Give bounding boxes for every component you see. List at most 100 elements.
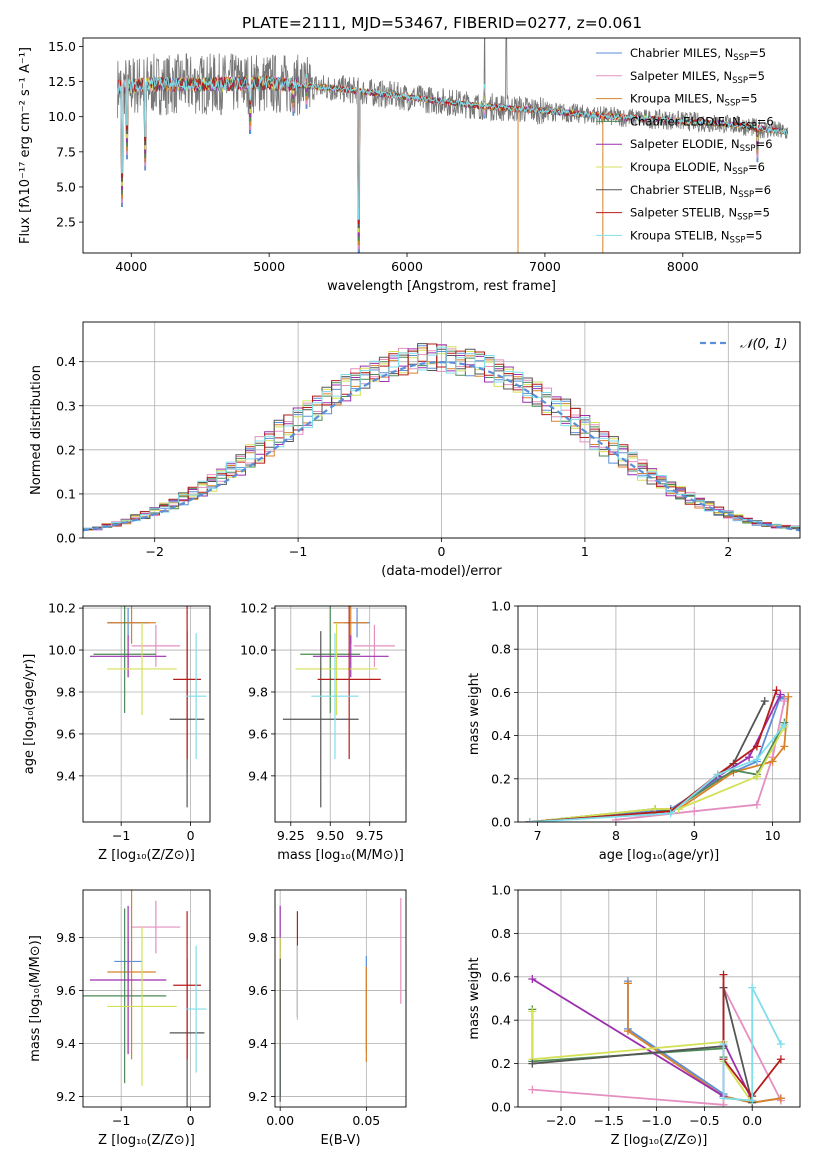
p3-plot-area — [282, 606, 395, 808]
y-tick-label: 9.6 — [56, 983, 76, 998]
x-tick-label: −1 — [112, 1113, 130, 1128]
mass-weight-marker — [768, 757, 777, 766]
legend-entry-label: Chabrier ELODIE, NSSP=6 — [630, 114, 774, 131]
y-tick-label: 9.8 — [56, 684, 76, 699]
y-tick-label: 10.0 — [48, 643, 76, 658]
mass-weight-marker — [623, 1027, 632, 1036]
x-tick-label: 0.00 — [266, 1113, 294, 1128]
x-tick-label: 0.05 — [352, 1113, 380, 1128]
mass-weight-marker — [748, 1096, 757, 1105]
p4-plot-area — [525, 686, 793, 822]
x-axis-label: Z [log₁₀(Z/Z⊙)] — [98, 1133, 195, 1148]
mass-weight-marker — [745, 753, 754, 762]
y-tick-label: 12.5 — [48, 74, 76, 89]
y-tick-label: 9.4 — [56, 768, 76, 783]
x-tick-label: −0.5 — [689, 1113, 719, 1128]
p2-plot-area — [89, 606, 207, 808]
x-tick-label: −1 — [112, 828, 130, 843]
y-tick-label: 0.6 — [491, 685, 511, 700]
y-tick-label: 0.8 — [491, 926, 511, 941]
residual-histogram-step — [83, 343, 800, 530]
x-tick-label: 4000 — [115, 259, 147, 274]
mass-vs-metallicity-panel: −1 0 9.2 9.4 9.6 9.8 Z [log₁₀(Z/Z⊙)] mass [log₁… — [28, 889, 211, 1148]
p1-plot-area — [83, 343, 800, 532]
x-tick-label: 6000 — [391, 259, 423, 274]
y-tick-label: 0.2 — [491, 771, 511, 786]
y-tick-label: 10.2 — [48, 601, 76, 616]
x-axis-label: Z [log₁₀(Z/Z⊙)] — [98, 848, 195, 863]
mass-weight-marker — [752, 772, 761, 781]
y-tick-label: 0.0 — [491, 1100, 511, 1115]
y-tick-label: 9.2 — [56, 1089, 76, 1104]
x-axis-label: (data-model)/error — [381, 564, 502, 579]
y-tick-label: 9.4 — [248, 768, 268, 783]
spectrum-title: PLATE=2111, MJD=53467, FIBERID=0277, z=0… — [242, 14, 642, 32]
legend-entry-label: Chabrier STELIB, NSSP=6 — [630, 183, 771, 200]
mass-weight-marker — [780, 720, 789, 729]
x-axis-label: E(B-V) — [320, 1133, 360, 1148]
mass-weight-marker — [776, 690, 785, 699]
x-axis-label: age [log₁₀(age/yr)] — [599, 848, 720, 863]
y-tick-label: 9.4 — [248, 1036, 268, 1051]
axes-frame — [82, 321, 801, 539]
mass-weight-marker — [525, 818, 534, 822]
mass-weight-marker — [666, 809, 675, 818]
y-tick-label: 9.6 — [248, 983, 268, 998]
mass-weight-marker — [760, 697, 769, 706]
x-tick-label: −2.0 — [546, 1113, 576, 1128]
x-tick-label: −1 — [289, 544, 307, 559]
age-vs-mass-panel: 9.25 9.50 9.75 9.4 9.6 9.8 10.0 10.2 mass [log₁₀… — [240, 601, 407, 863]
y-axis-label: mass [log₁₀(M/M⊙)] — [28, 935, 43, 1062]
mass-weight-marker — [752, 755, 761, 764]
legend-entry-label: Salpeter STELIB, NSSP=5 — [630, 206, 770, 223]
y-tick-label: 10.0 — [240, 643, 268, 658]
p5-plot-area — [83, 890, 207, 1107]
p0-plot-area — [117, 38, 789, 253]
mass-weight-vs-metallicity-panel: −2.0 −1.5 −1.0 −0.5 0.0 0.0 0.2 0.4 0.6 0.8 1.0 Z [… — [467, 883, 801, 1148]
y-tick-label: 1.0 — [491, 599, 511, 614]
x-tick-label: 0 — [187, 828, 195, 843]
mass-weight-marker — [772, 686, 781, 695]
y-tick-label: 9.8 — [56, 930, 76, 945]
mass-weight-marker — [528, 974, 537, 983]
y-axis-label: age [log₁₀(age/yr)] — [22, 654, 37, 775]
y-tick-label: 9.2 — [248, 1089, 268, 1104]
spectrum-panel: 4000 5000 6000 7000 8000 2.5 5.0 7.5 10.0 12.5 15.… — [18, 37, 801, 294]
observed-spectrum-line — [117, 38, 788, 253]
x-tick-label: 9.75 — [356, 828, 384, 843]
x-tick-label: 5000 — [253, 259, 285, 274]
axes-frame — [82, 605, 211, 823]
x-tick-label: 7 — [534, 828, 542, 843]
y-tick-label: 10.2 — [240, 601, 268, 616]
axes-frame — [82, 889, 211, 1108]
x-tick-label: 10 — [765, 828, 781, 843]
age-vs-metallicity-panel: −1 0 9.4 9.6 9.8 10.0 10.2 Z [log₁₀(Z/Z⊙)] age [… — [22, 601, 211, 863]
residual-histogram-step — [83, 344, 800, 531]
axes-frame — [517, 605, 801, 823]
x-tick-label: −1.5 — [594, 1113, 624, 1128]
y-tick-label: 0.2 — [56, 442, 76, 457]
x-axis-label: Z [log₁₀(Z/Z⊙)] — [611, 1133, 708, 1148]
mass-weight-marker — [776, 1040, 785, 1049]
y-tick-label: 7.5 — [56, 144, 76, 159]
p6-plot-area — [279, 897, 402, 1102]
y-tick-label: 0.0 — [491, 815, 511, 830]
y-axis-label: mass weight — [467, 957, 482, 1039]
y-axis-label: mass weight — [467, 673, 482, 755]
p7-plot-area — [528, 970, 785, 1107]
residual-histogram-step — [83, 343, 800, 531]
y-tick-label: 9.4 — [56, 1036, 76, 1051]
x-tick-label: 9.25 — [277, 828, 305, 843]
mass-vs-extinction-panel: 0.00 0.05 9.2 9.4 9.6 9.8 E(B-V) — [248, 889, 407, 1148]
residual-histogram-step — [83, 347, 800, 531]
mass-weight-line — [722, 974, 782, 1098]
mass-weight-marker — [784, 692, 793, 701]
mass-weight-marker — [752, 800, 761, 809]
y-tick-label: 0.0 — [56, 531, 76, 546]
legend-entry-label: Salpeter ELODIE, NSSP=6 — [630, 137, 773, 154]
x-tick-label: 7000 — [529, 259, 561, 274]
legend-entry-label: Kroupa MILES, NSSP=5 — [630, 92, 757, 109]
y-tick-label: 0.4 — [491, 728, 511, 743]
y-tick-label: 0.2 — [491, 1056, 511, 1071]
mass-weight-marker — [752, 742, 761, 751]
